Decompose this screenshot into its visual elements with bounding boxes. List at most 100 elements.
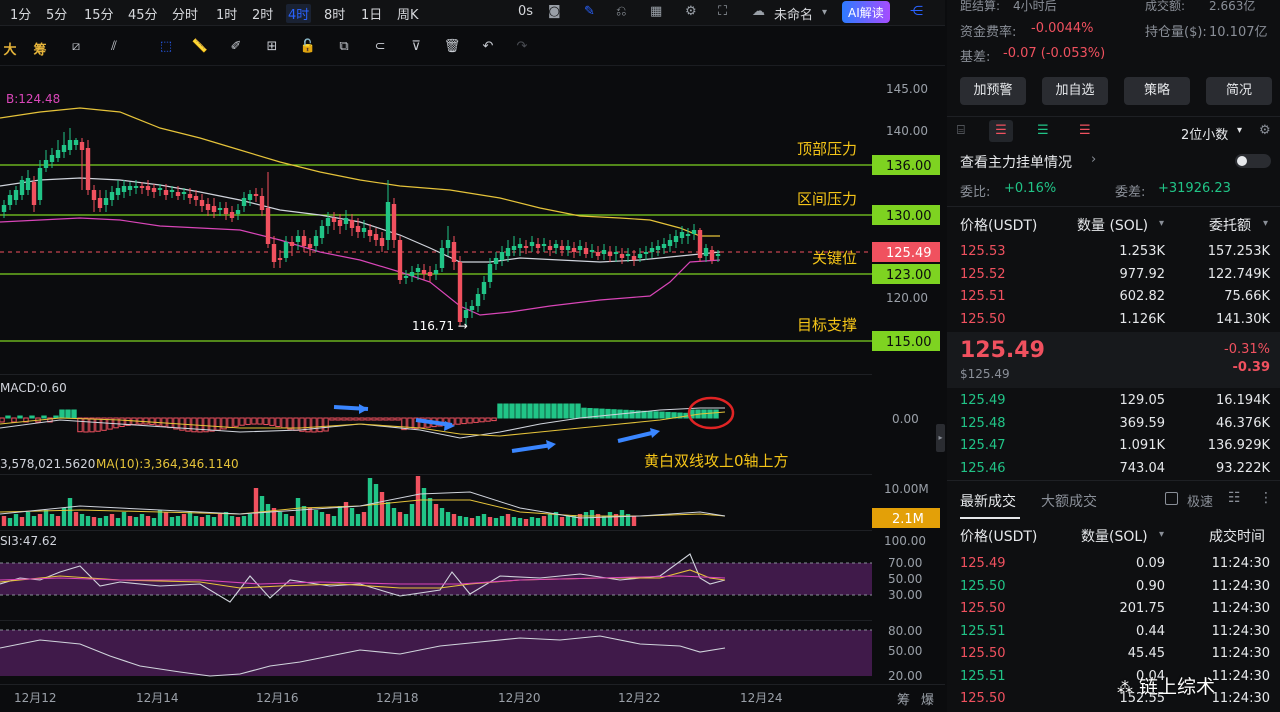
volume-bar bbox=[463, 517, 469, 526]
ai-analysis-button[interactable]: AI解读 bbox=[842, 1, 890, 23]
magnet-icon[interactable]: ⊂ bbox=[374, 39, 386, 54]
add-alert-button[interactable]: 加预警 bbox=[960, 77, 1026, 105]
filter-icon[interactable]: ⊽ bbox=[411, 39, 421, 54]
layout-name[interactable]: 未命名 bbox=[774, 8, 814, 23]
volume-bar bbox=[229, 516, 235, 526]
macd-bar bbox=[599, 408, 605, 419]
candle-body bbox=[661, 244, 667, 248]
ask-amount: 122.749K bbox=[1207, 266, 1270, 282]
book-both-icon[interactable]: ⌸ bbox=[957, 123, 965, 138]
strategy-button[interactable]: 策略 bbox=[1124, 77, 1190, 105]
grid-icon[interactable]: ▦ bbox=[650, 4, 663, 19]
tf-1h[interactable]: 1时 bbox=[216, 8, 238, 23]
book-split-icon[interactable]: ☰ bbox=[989, 120, 1013, 142]
macd-bar bbox=[71, 409, 77, 419]
tab-large-trades[interactable]: 大额成交 bbox=[1041, 494, 1097, 510]
ask-row[interactable]: 125.52 977.92 122.749K bbox=[947, 264, 1280, 286]
settings-icon[interactable]: ⚙ bbox=[685, 4, 697, 19]
template-icon[interactable]: ⧉ bbox=[339, 39, 349, 54]
macd-bar bbox=[77, 417, 83, 433]
ask-row[interactable]: 125.53 1.253K 157.253K bbox=[947, 241, 1280, 263]
chevron-down-icon[interactable]: ▾ bbox=[1237, 125, 1243, 136]
trade-header-qty[interactable]: 数量(SOL) bbox=[1081, 529, 1148, 545]
redo-icon[interactable]: ↷ bbox=[516, 39, 528, 54]
tf-2h[interactable]: 2时 bbox=[252, 8, 274, 23]
settings-icon[interactable]: ⚙ bbox=[1259, 123, 1271, 138]
rsi-axis-70: 70.00 bbox=[888, 556, 922, 570]
chips-label[interactable]: 筹 bbox=[33, 43, 47, 58]
volume-bar bbox=[109, 514, 115, 526]
chevron-down-icon[interactable]: ▾ bbox=[822, 7, 828, 18]
ob-header-amount[interactable]: 委托额 bbox=[1209, 218, 1251, 234]
candle-body bbox=[271, 244, 277, 262]
tf-5m[interactable]: 5分 bbox=[46, 8, 68, 23]
tf-45m[interactable]: 45分 bbox=[128, 8, 158, 23]
more-icon[interactable]: ⋮ bbox=[1259, 490, 1273, 506]
candle-body bbox=[601, 250, 607, 254]
candle-body bbox=[547, 246, 553, 250]
main-orders-link[interactable]: 查看主力挂单情况 bbox=[960, 155, 1072, 171]
main-orders-toggle[interactable] bbox=[1235, 154, 1271, 168]
add-watchlist-button[interactable]: 加自选 bbox=[1042, 77, 1108, 105]
cursor-icon[interactable]: ⬚ bbox=[159, 39, 173, 54]
bid-row[interactable]: 125.48 369.59 46.376K bbox=[947, 413, 1280, 435]
edit-icon[interactable]: ⧄ bbox=[71, 39, 81, 54]
filter-icon[interactable]: ☷ bbox=[1228, 490, 1241, 506]
volume-bar bbox=[265, 504, 271, 526]
pen-icon[interactable]: ✎ bbox=[584, 4, 595, 19]
camera-icon[interactable]: ◙ bbox=[548, 4, 561, 19]
volume-bar bbox=[49, 514, 55, 526]
overview-button[interactable]: 简况 bbox=[1206, 77, 1272, 105]
chevron-right-icon[interactable]: › bbox=[1091, 152, 1097, 167]
ask-row[interactable]: 125.51 602.82 75.66K bbox=[947, 286, 1280, 308]
undo-icon[interactable]: ↶ bbox=[482, 39, 494, 54]
candle-body bbox=[451, 242, 457, 262]
chevron-down-icon[interactable]: ▾ bbox=[1159, 529, 1165, 540]
macd-bar bbox=[257, 417, 263, 425]
macd-bar bbox=[623, 409, 629, 419]
chevron-down-icon[interactable]: ▾ bbox=[1159, 218, 1165, 229]
bid-row[interactable]: 125.49 129.05 16.194K bbox=[947, 390, 1280, 412]
ask-row[interactable]: 125.50 1.126K 141.30K bbox=[947, 309, 1280, 331]
trash-icon[interactable]: 🗑 bbox=[443, 39, 461, 54]
bid-row[interactable]: 125.46 743.04 93.222K bbox=[947, 458, 1280, 480]
tf-8h[interactable]: 8时 bbox=[324, 8, 346, 23]
big-order-label[interactable]: 大 bbox=[3, 43, 17, 58]
book-bids-icon[interactable]: ☰ bbox=[1037, 123, 1049, 138]
ask-amount: 157.253K bbox=[1207, 244, 1270, 259]
chevron-down-icon[interactable]: ▾ bbox=[1263, 218, 1269, 229]
brush-icon[interactable]: ✐ bbox=[230, 39, 242, 54]
tf-1m[interactable]: 1分 bbox=[10, 8, 32, 23]
tf-timeshare[interactable]: 分时 bbox=[172, 8, 199, 23]
undo-draw-icon[interactable]: ⎌ bbox=[616, 4, 627, 19]
collapse-panel-handle[interactable]: ▸ bbox=[936, 424, 945, 452]
share-icon[interactable]: ⋲ bbox=[910, 4, 923, 19]
tf-1d[interactable]: 1日 bbox=[361, 8, 383, 23]
candle-body bbox=[457, 262, 463, 322]
candle-body bbox=[637, 254, 643, 258]
tab-latest-trades[interactable]: 最新成交 bbox=[960, 494, 1016, 510]
book-asks-icon[interactable]: ☰ bbox=[1079, 123, 1091, 138]
tf-15m[interactable]: 15分 bbox=[84, 8, 114, 23]
candle-body bbox=[505, 248, 511, 256]
fullscreen-icon[interactable]: ⛶ bbox=[718, 4, 728, 19]
indicator-icon[interactable]: ⫽ bbox=[111, 39, 117, 54]
ob-header-qty[interactable]: 数量 (SOL) bbox=[1077, 218, 1149, 234]
level-label-key: 关键位 bbox=[812, 249, 857, 267]
fast-checkbox[interactable] bbox=[1165, 492, 1178, 505]
trade-qty: 0.09 bbox=[1136, 556, 1165, 571]
volume-bar bbox=[427, 498, 433, 526]
bid-row[interactable]: 125.47 1.091K 136.929K bbox=[947, 435, 1280, 457]
macd-bar bbox=[347, 417, 353, 421]
chart-area[interactable]: 116.71 → 顶部压力 区间压力 关键位 目标支撑 145.00 140.0… bbox=[0, 68, 945, 712]
lock-icon[interactable]: 🔓 bbox=[299, 39, 317, 54]
candle-body bbox=[85, 148, 91, 190]
volume-bar bbox=[19, 517, 25, 526]
tf-4h[interactable]: 4时 bbox=[286, 4, 312, 23]
measure-icon[interactable]: ⊞ bbox=[266, 39, 278, 54]
settle-label: 距结算: bbox=[960, 0, 1001, 13]
decimals-select[interactable]: 2位小数 bbox=[1181, 128, 1229, 143]
macd-bar bbox=[491, 417, 497, 422]
tf-1w[interactable]: 周K bbox=[397, 8, 419, 23]
ruler-icon[interactable]: 📏 bbox=[191, 39, 209, 54]
